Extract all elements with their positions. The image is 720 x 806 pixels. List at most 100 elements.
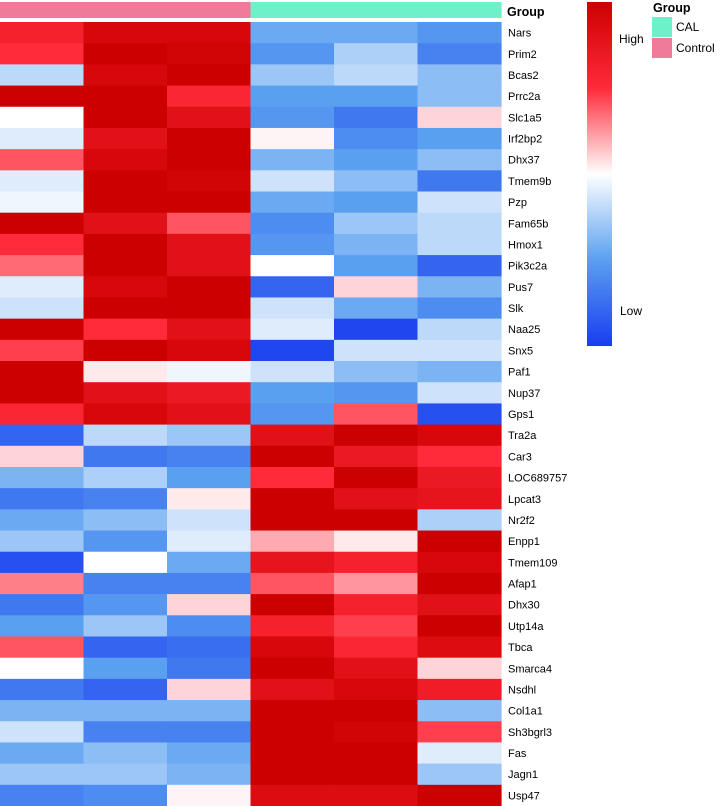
heatmap-cell [83,657,168,680]
heatmap-cell [167,700,252,722]
heatmap-cell [417,212,502,235]
heatmap-cell [167,784,252,806]
heatmap-cell [0,636,85,659]
heatmap-cell [0,763,85,786]
heatmap-cell [250,700,335,722]
heatmap-cell [83,572,168,595]
heatmap-cell [83,318,168,341]
heatmap-cell [334,318,419,341]
row-label: Bcas2 [508,70,539,82]
heatmap-cell [417,149,502,171]
heatmap-cell [83,700,168,722]
heatmap-cell [83,636,168,659]
heatmap-cell [417,64,502,87]
group-legend-title: Group [653,1,691,15]
row-label: Tra2a [508,430,537,442]
heatmap-cell [0,742,85,765]
heatmap-cell [0,233,85,256]
heatmap-cell [417,339,502,362]
row-label: Nsdhl [508,684,536,696]
heatmap-cell [334,85,419,108]
heatmap-cell [417,233,502,256]
heatmap-cell [250,255,335,277]
row-label: Car3 [508,451,532,463]
heatmap-cell [250,657,335,680]
legend-low-label: Low [620,304,642,318]
heatmap-cell [167,191,252,214]
heatmap-cell [417,742,502,765]
heatmap-cell [0,297,85,320]
annotation-title: Group [507,5,545,19]
annotation-cell-control [0,2,85,18]
heatmap-cell [167,233,252,256]
heatmap-cell [250,212,335,235]
heatmap-cell [250,466,335,489]
heatmap-cell [334,297,419,320]
heatmap-cell [0,149,85,171]
row-label: Jagn1 [508,769,538,781]
group-annotation-bar [0,2,502,18]
group-legend: Group CAL Control [652,1,715,58]
heatmap-cell [334,636,419,659]
heatmap-cell [0,382,85,405]
heatmap-cell [250,445,335,468]
heatmap-cell [417,361,502,383]
heatmap-cell [0,530,85,553]
heatmap-cell [417,530,502,553]
heatmap-cell [83,361,168,383]
heatmap-cell [250,170,335,193]
heatmap-cell [167,22,252,44]
heatmap-cell [83,721,168,744]
heatmap-cell [417,784,502,806]
heatmap-cell [417,763,502,786]
heatmap-cell [83,233,168,256]
group-legend-swatch-cal [652,17,672,37]
heatmap-cell [250,572,335,595]
heatmap-cell [250,64,335,87]
heatmap-cell [167,445,252,468]
heatmap-cell [167,127,252,150]
heatmap-cell [83,509,168,532]
row-label: Col1a1 [508,706,543,718]
heatmap-cell [417,106,502,129]
heatmap-cell [167,64,252,87]
heatmap-cell [167,615,252,638]
heatmap-cell [334,488,419,510]
heatmap-cell [334,530,419,553]
heatmap-cell [334,509,419,532]
heatmap-cell [0,551,85,574]
annotation-cell-control [167,2,252,18]
heatmap-cell [167,551,252,574]
heatmap-cell [83,149,168,171]
annotation-cell-cal [250,2,335,18]
heatmap-cell [0,466,85,489]
heatmap-cell [417,678,502,701]
heatmap-cell [250,191,335,214]
row-label: Enpp1 [508,536,540,548]
heatmap-cell [250,297,335,320]
heatmap-cell [334,255,419,277]
heatmap-cell [83,678,168,701]
heatmap-cell [167,255,252,277]
heatmap-cell [334,191,419,214]
heatmap-cell [83,763,168,786]
heatmap-cell [334,22,419,44]
row-label: Usp47 [508,790,540,802]
row-label: Afap1 [508,579,537,591]
row-label: Pik3c2a [508,261,548,273]
row-label: Slc1a5 [508,112,542,124]
heatmap-cell [417,488,502,510]
heatmap-cell [167,763,252,786]
annotation-cell-control [83,2,168,18]
heatmap-cell [250,339,335,362]
heatmap-cell [417,191,502,214]
heatmap-cell [250,488,335,510]
heatmap-cell [167,85,252,108]
heatmap-cell [250,382,335,405]
heatmap-cell [167,297,252,320]
row-label: Irf2bp2 [508,134,542,146]
row-label: Slk [508,303,524,315]
heatmap-cell [83,22,168,44]
heatmap-cell [83,255,168,277]
